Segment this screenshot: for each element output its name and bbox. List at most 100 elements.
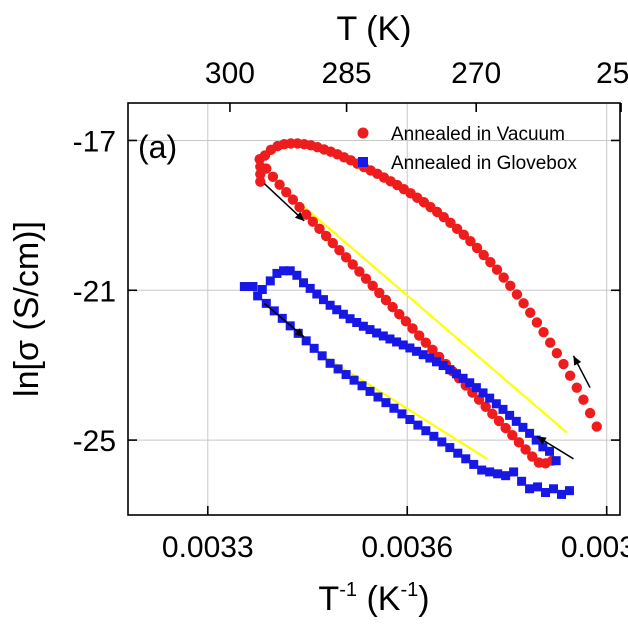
data-point-vacuum (513, 437, 525, 448)
data-point-glovebox (397, 409, 407, 419)
data-point-vacuum (300, 209, 312, 220)
data-point-vacuum (367, 280, 378, 291)
data-point-glovebox (239, 282, 249, 292)
legend-label-glovebox: Annealed in Glovebox (391, 153, 577, 174)
data-point-vacuum (420, 337, 432, 348)
data-point-glovebox (318, 295, 328, 305)
data-point-glovebox (265, 276, 275, 286)
legend-marker-glovebox (358, 157, 368, 167)
data-point-glovebox (373, 392, 383, 402)
data-point-glovebox (365, 386, 375, 396)
data-point-glovebox (545, 446, 555, 456)
data-point-glovebox (357, 381, 367, 391)
data-point-glovebox (317, 351, 327, 361)
data-point-glovebox (358, 321, 368, 331)
data-point-vacuum (380, 294, 392, 306)
data-point-glovebox (345, 314, 355, 324)
data-point-glovebox (505, 410, 515, 420)
data-point-vacuum (544, 337, 556, 348)
data-point-vacuum (491, 264, 503, 275)
data-point-glovebox (279, 266, 289, 276)
data-point-vacuum (527, 451, 538, 462)
data-point-glovebox (325, 300, 335, 310)
data-point-glovebox (485, 467, 495, 477)
data-point-glovebox (392, 337, 402, 347)
plot-frame (127, 102, 621, 516)
data-point-glovebox (305, 283, 315, 293)
data-point-vacuum (445, 217, 456, 229)
data-point-vacuum (493, 415, 505, 427)
top-tick-label: 285 (322, 57, 372, 90)
data-point-glovebox (549, 484, 559, 494)
data-point-glovebox (538, 442, 548, 452)
data-point-glovebox (471, 383, 481, 393)
data-point-vacuum (578, 394, 589, 405)
data-point-glovebox (333, 364, 343, 374)
data-point-glovebox (413, 420, 423, 430)
data-point-glovebox (511, 416, 521, 426)
x-axis-title: T-1 (K-1) (318, 579, 429, 618)
data-point-glovebox (445, 365, 455, 375)
data-point-glovebox (517, 476, 527, 486)
arrow-shaft (263, 182, 305, 222)
data-point-vacuum (478, 249, 489, 261)
data-point-glovebox (412, 346, 422, 356)
data-point-glovebox (465, 378, 475, 388)
data-point-glovebox (458, 373, 468, 383)
data-point-glovebox (438, 361, 448, 371)
top-tick-label: 255 (596, 57, 628, 90)
data-point-glovebox (272, 268, 282, 278)
data-point-vacuum (518, 298, 529, 309)
data-point-vacuum (451, 223, 463, 235)
data-point-glovebox (405, 414, 415, 424)
data-point-glovebox (418, 350, 428, 360)
data-point-glovebox (493, 469, 503, 479)
data-point-glovebox (378, 331, 388, 341)
x-title-unit-sup: -1 (400, 579, 418, 601)
data-point-glovebox (349, 375, 359, 385)
data-point-vacuum (347, 259, 358, 270)
data-point-glovebox (556, 489, 566, 499)
data-point-glovebox (292, 270, 302, 280)
data-point-glovebox (551, 456, 561, 466)
data-point-glovebox (533, 482, 543, 492)
data-point-glovebox (309, 343, 319, 353)
data-point-vacuum (551, 347, 563, 359)
x-title-unit-close: ) (418, 580, 429, 618)
top-tick-label: 300 (205, 57, 255, 90)
x-tick-label: 0.0039 (561, 531, 628, 564)
data-point-vacuum (465, 236, 476, 247)
data-point-glovebox (518, 422, 528, 432)
data-series (239, 138, 602, 499)
data-point-glovebox (398, 340, 408, 350)
data-point-glovebox (478, 388, 488, 398)
data-point-vacuum (558, 358, 569, 370)
data-point-vacuum (294, 201, 305, 213)
arrow-head (294, 211, 305, 221)
data-point-vacuum (314, 223, 325, 235)
data-point-glovebox (389, 403, 399, 413)
data-point-glovebox (525, 428, 535, 438)
data-point-glovebox (381, 398, 391, 408)
data-point-glovebox (509, 467, 519, 477)
arrow-head (573, 355, 582, 366)
top-axis-title: T (K) (337, 10, 412, 48)
data-point-vacuum (427, 344, 438, 356)
data-point-vacuum (374, 287, 385, 299)
arrow-head (536, 436, 547, 445)
data-point-glovebox (451, 369, 461, 379)
data-point-vacuum (480, 401, 491, 412)
data-point-vacuum (505, 280, 516, 291)
data-point-vacuum (571, 382, 582, 393)
data-point-vacuum (520, 444, 531, 455)
data-point-glovebox (453, 448, 463, 458)
data-point-vacuum (485, 256, 496, 268)
data-point-glovebox (469, 459, 479, 469)
data-point-vacuum (400, 316, 412, 327)
data-point-vacuum (261, 163, 272, 174)
data-point-glovebox (405, 343, 415, 353)
data-point-glovebox (477, 465, 487, 475)
data-point-vacuum (500, 422, 511, 434)
data-point-glovebox (248, 282, 258, 292)
data-point-glovebox (332, 305, 342, 315)
